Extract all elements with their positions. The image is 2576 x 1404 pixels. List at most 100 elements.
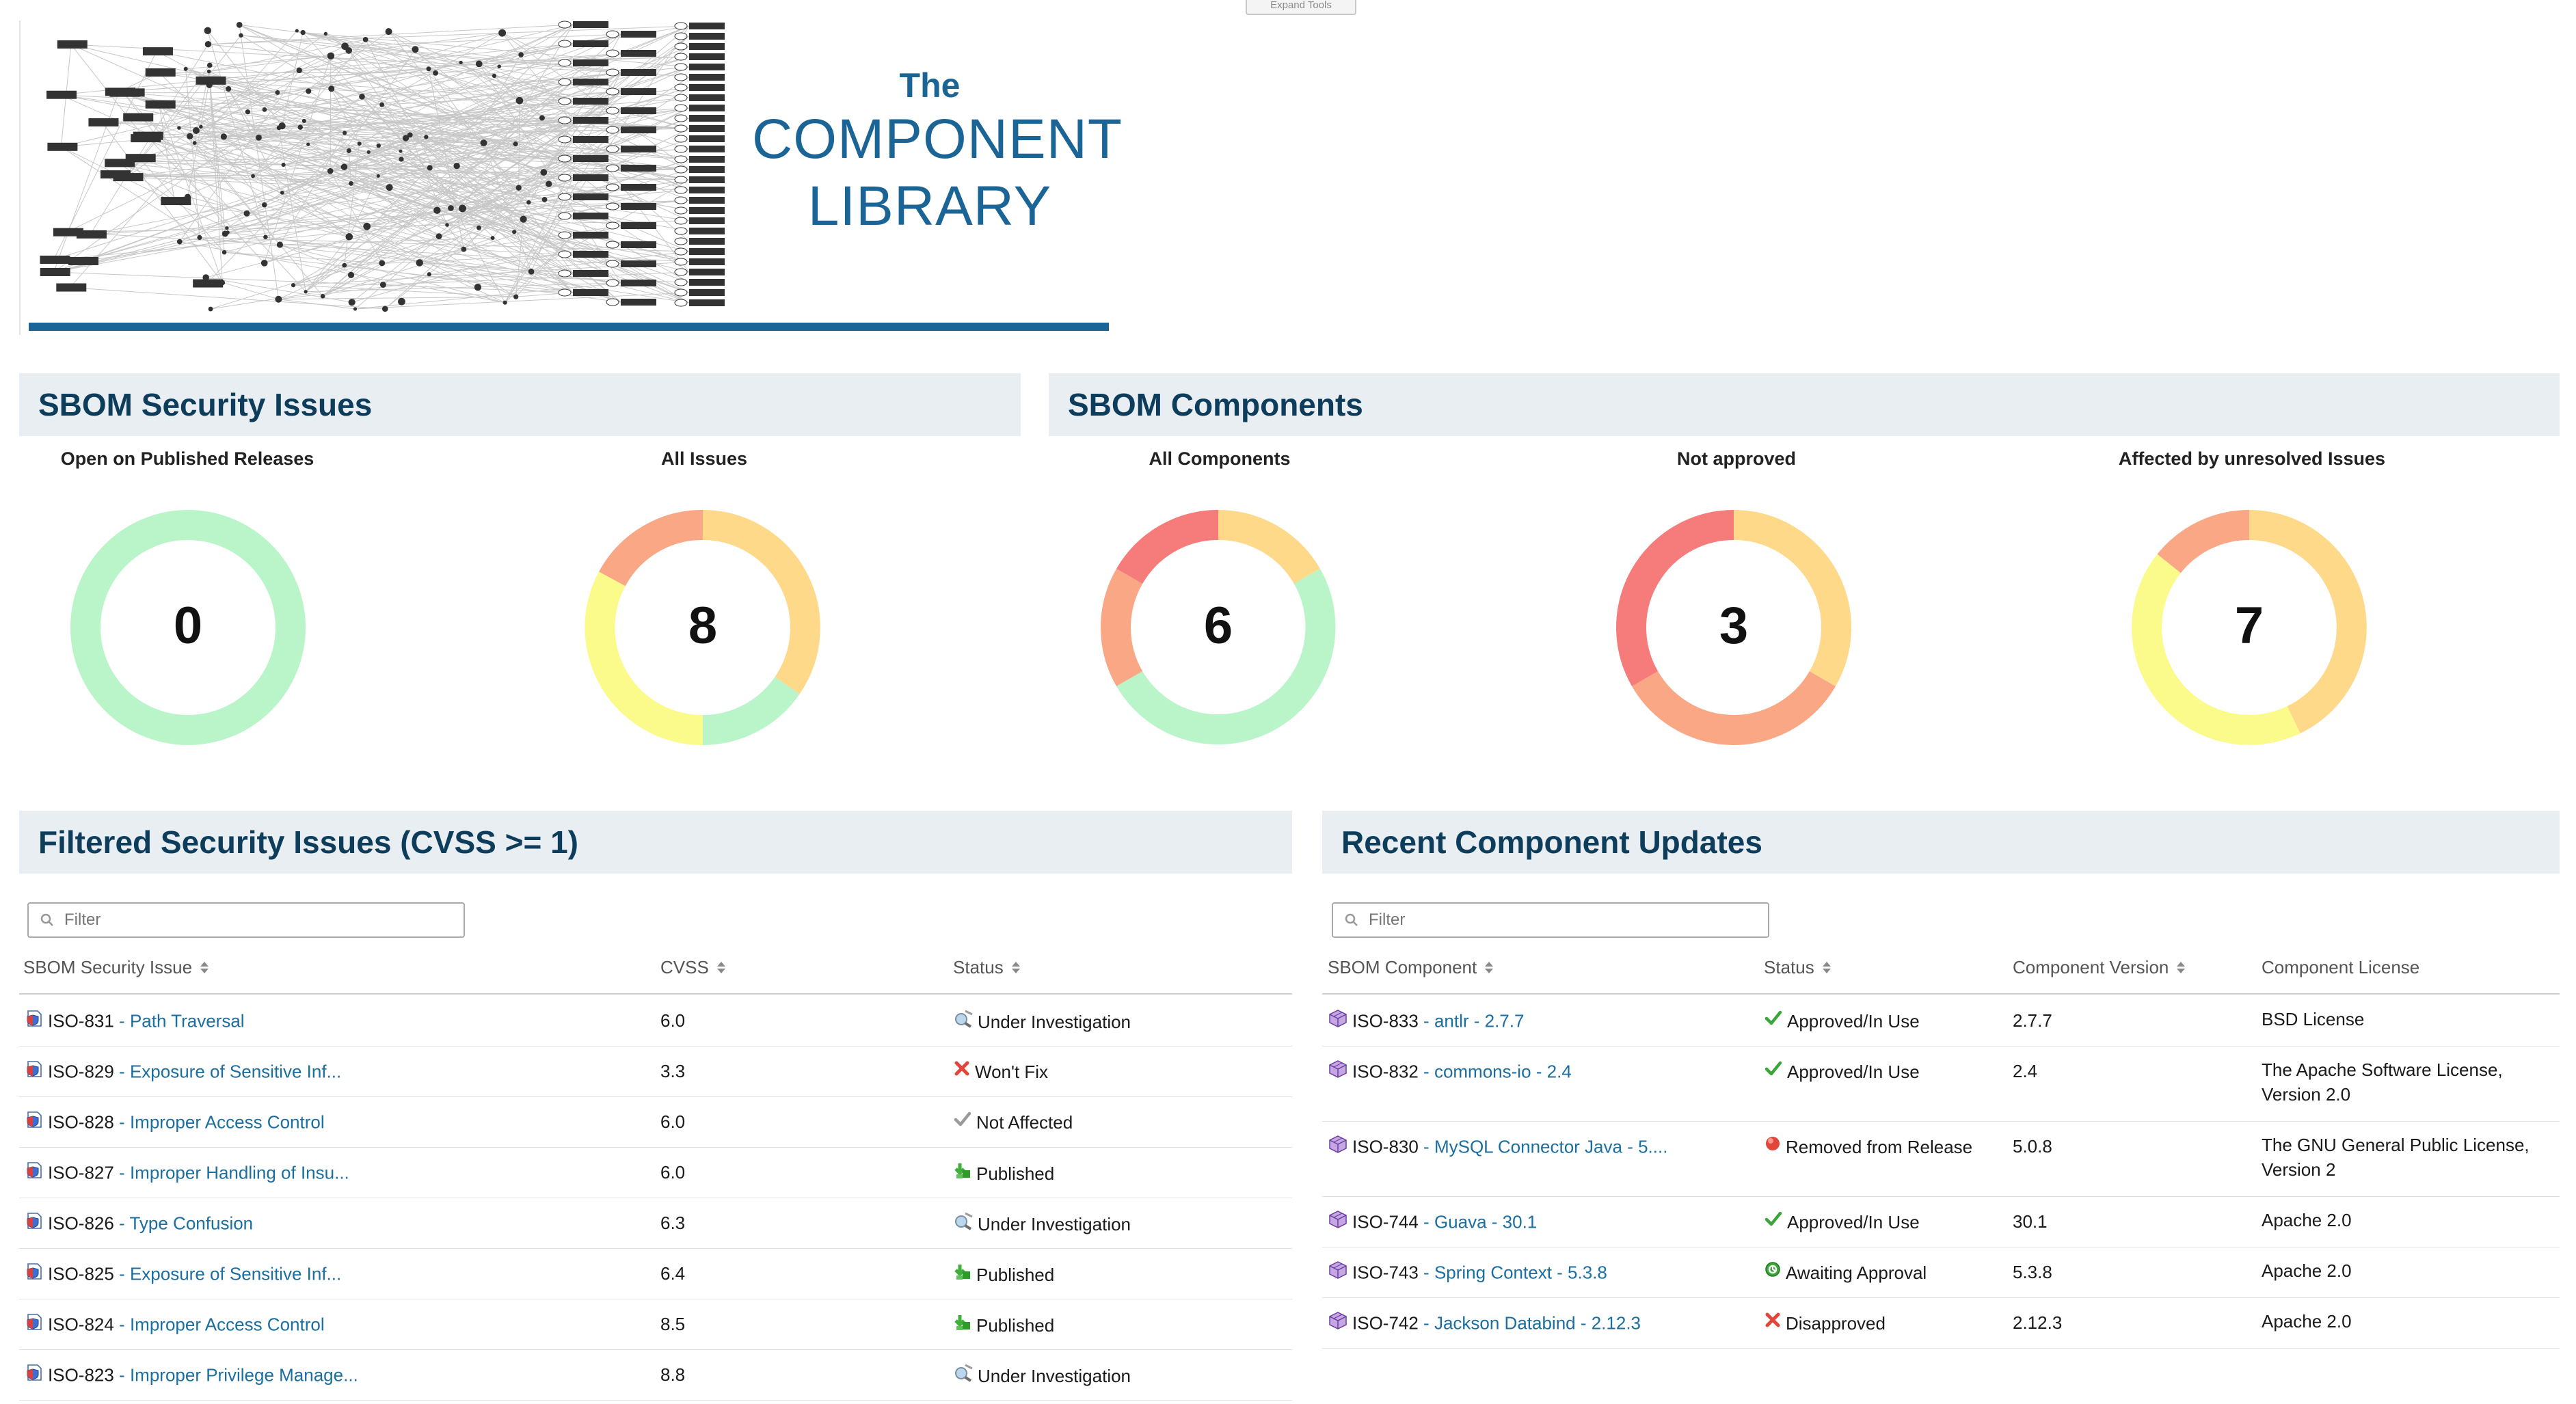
col-header-issue[interactable]: SBOM Security Issue (23, 957, 209, 978)
component-link[interactable]: - commons-io - 2.4 (1418, 1061, 1572, 1082)
col-header-cvss-label: CVSS (660, 957, 709, 977)
row-divider (1322, 1046, 2560, 1047)
issue-name[interactable]: Improper Access Control (129, 1314, 325, 1335)
issues-filter-field[interactable] (27, 902, 465, 938)
issue-status: Under Investigation (953, 1010, 1131, 1034)
component-link[interactable]: - antlr - 2.7.7 (1418, 1010, 1525, 1031)
component-name[interactable]: commons-io - 2.4 (1434, 1061, 1572, 1082)
component-cell: ISO-830 - MySQL Connector Java - 5.... (1328, 1135, 1668, 1160)
cvss-value: 3.3 (660, 1061, 686, 1081)
issue-icon (25, 1009, 44, 1033)
chart-label-all-issues: All Issues (660, 448, 748, 469)
issue-name[interactable]: Type Confusion (129, 1213, 254, 1234)
component-link[interactable]: - Jackson Databind - 2.12.3 (1418, 1312, 1641, 1334)
component-name[interactable]: Jackson Databind - 2.12.3 (1434, 1312, 1641, 1334)
gray-check-icon (953, 1110, 972, 1133)
sort-icon (1823, 962, 1831, 973)
sort-icon (200, 962, 209, 973)
col-header-issue-label: SBOM Security Issue (23, 957, 193, 977)
component-license: Apache 2.0 (2262, 1258, 2352, 1283)
component-link[interactable]: - Guava - 30.1 (1418, 1211, 1538, 1232)
components-filter-input[interactable] (1367, 910, 1712, 930)
col-header-cvss[interactable]: CVSS (660, 957, 725, 978)
component-cube-icon (1328, 1059, 1348, 1083)
component-status: Removed from Release (1764, 1136, 1972, 1159)
col-header-version[interactable]: Component Version (2013, 957, 2185, 978)
donut-chart-not-approved[interactable] (1611, 504, 1857, 751)
component-version: 5.3.8 (2013, 1262, 2052, 1282)
magnifier-icon (953, 1211, 974, 1235)
issue-cell: ISO-827 - Improper Handling of Insu... (25, 1162, 349, 1186)
issue-name[interactable]: Improper Handling of Insu... (129, 1162, 349, 1183)
donut-value-all-components: 6 (1203, 597, 1233, 655)
issue-link[interactable]: - Path Traversal (113, 1010, 245, 1031)
banner-title-line1: COMPONENT (752, 108, 1123, 170)
component-status: Awaiting Approval (1764, 1262, 1927, 1284)
component-status: Approved/In Use (1764, 1211, 1920, 1234)
donut-chart-open-published[interactable] (65, 504, 311, 751)
issue-link[interactable]: - Type Confusion (113, 1213, 254, 1234)
component-name[interactable]: Spring Context - 5.3.8 (1434, 1262, 1607, 1283)
issue-name[interactable]: Improper Access Control (129, 1111, 325, 1133)
issue-id: ISO-823 (48, 1364, 114, 1386)
component-name[interactable]: antlr - 2.7.7 (1434, 1010, 1525, 1031)
donut-value-affected: 7 (2234, 597, 2264, 655)
row-divider (19, 1349, 1292, 1350)
components-header-divider (1322, 993, 2560, 995)
issue-name[interactable]: Improper Privilege Manage... (129, 1364, 358, 1386)
component-link[interactable]: - MySQL Connector Java - 5.... (1418, 1136, 1668, 1157)
issue-status: Published (953, 1263, 1054, 1287)
issue-name[interactable]: Exposure of Sensitive Inf... (129, 1061, 342, 1082)
sort-icon (2177, 962, 2185, 973)
issue-link[interactable]: - Exposure of Sensitive Inf... (113, 1061, 342, 1082)
issue-link[interactable]: - Improper Access Control (113, 1111, 325, 1133)
component-id: ISO-742 (1352, 1312, 1419, 1334)
issue-status: Published (953, 1162, 1054, 1186)
issues-filter-input[interactable] (63, 910, 407, 930)
components-filter-field[interactable] (1332, 902, 1769, 938)
component-version: 2.7.7 (2013, 1010, 2052, 1031)
donut-value-open-published: 0 (173, 597, 203, 655)
red-x-icon (1764, 1311, 1782, 1334)
banner-title-line2: LIBRARY (807, 175, 1052, 237)
donut-chart-all-components[interactable] (1095, 504, 1341, 751)
expand-tools-button[interactable]: Expand Tools (1246, 0, 1356, 15)
issue-icon (25, 1312, 44, 1336)
issue-id: ISO-826 (48, 1213, 114, 1234)
issue-link[interactable]: - Improper Access Control (113, 1314, 325, 1335)
col-header-status[interactable]: Status (953, 957, 1020, 978)
col-header-component-label: SBOM Component (1328, 957, 1477, 977)
component-status: Approved/In Use (1764, 1010, 1920, 1033)
cvss-value: 8.8 (660, 1364, 686, 1385)
chart-label-not-approved: Not approved (1676, 448, 1796, 469)
component-status-label: Approved/In Use (1787, 1011, 1920, 1031)
component-link[interactable]: - Spring Context - 5.3.8 (1418, 1262, 1607, 1283)
row-divider (19, 1248, 1292, 1249)
issue-link[interactable]: - Exposure of Sensitive Inf... (113, 1263, 342, 1284)
component-status: Disapproved (1764, 1312, 1886, 1335)
row-divider (19, 1046, 1292, 1047)
donut-chart-all-issues[interactable] (580, 504, 826, 751)
issue-status-label: Published (976, 1315, 1055, 1336)
component-cell: ISO-832 - commons-io - 2.4 (1328, 1059, 1572, 1085)
sort-icon (1012, 962, 1020, 973)
issue-name[interactable]: Exposure of Sensitive Inf... (129, 1263, 342, 1284)
license-line-2: Version 2.0 (2262, 1084, 2351, 1105)
issue-icon (25, 1363, 44, 1387)
issue-link[interactable]: - Improper Handling of Insu... (113, 1162, 349, 1183)
component-name[interactable]: MySQL Connector Java - 5.... (1434, 1136, 1668, 1157)
license-line-1: Apache 2.0 (2262, 1210, 2352, 1230)
red-x-icon (953, 1059, 971, 1082)
col-header-component[interactable]: SBOM Component (1328, 957, 1493, 978)
col-header-comp-status[interactable]: Status (1764, 957, 1831, 978)
issue-name[interactable]: Path Traversal (129, 1010, 245, 1031)
donut-chart-affected[interactable] (2126, 504, 2372, 751)
row-divider (1322, 1196, 2560, 1197)
issue-link[interactable]: - Improper Privilege Manage... (113, 1364, 358, 1386)
issue-status-label: Won't Fix (975, 1062, 1049, 1082)
component-name[interactable]: Guava - 30.1 (1434, 1211, 1538, 1232)
security-issues-header: SBOM Security Issues (19, 373, 1021, 436)
component-id: ISO-743 (1352, 1262, 1419, 1283)
search-icon (1345, 913, 1358, 926)
license-line-1: BSD License (2262, 1009, 2365, 1029)
